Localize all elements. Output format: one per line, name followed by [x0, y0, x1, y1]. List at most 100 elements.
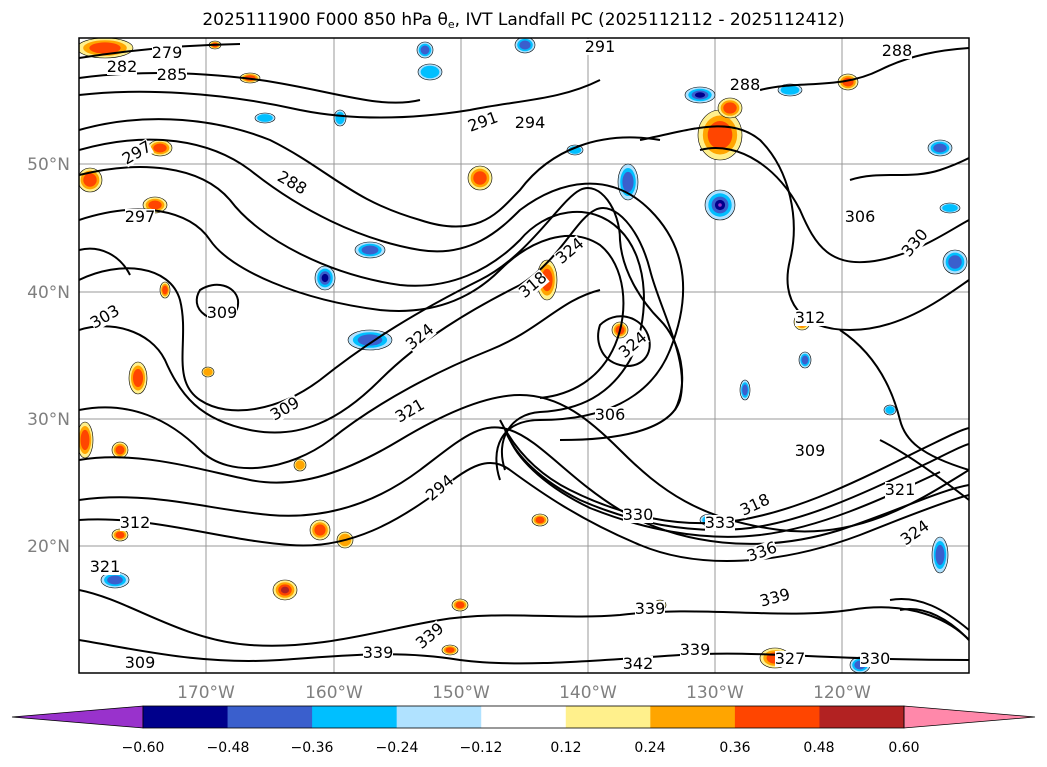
- contour-label-background: [885, 482, 915, 498]
- map-frame: [78, 37, 970, 674]
- lon-tick: 120°W: [813, 683, 871, 703]
- contour-label-background: [88, 302, 122, 332]
- positive-pc-shading: [295, 460, 305, 470]
- contour-label-background: [413, 620, 447, 652]
- contour-label: 306: [845, 207, 876, 226]
- negative-pc-shading: [357, 334, 383, 346]
- positive-pc-shading: [203, 368, 213, 376]
- contour-label-background: [680, 642, 710, 658]
- contour-label-background: [515, 115, 545, 131]
- negative-pc-shading: [694, 92, 706, 98]
- negative-pc-shading: [801, 355, 809, 365]
- title-subscript: e: [447, 18, 455, 31]
- contour-label: 285: [157, 65, 188, 84]
- contour-label-background: [90, 559, 120, 575]
- lon-tick: 160°W: [305, 683, 363, 703]
- positive-pc-shading: [280, 586, 290, 594]
- contour-label-background: [393, 396, 427, 426]
- negative-pc-shading: [948, 255, 962, 269]
- lat-axis: 50°N 40°N 30°N 20°N: [27, 155, 70, 557]
- contour-label-background: [268, 394, 302, 424]
- negative-pc-shading: [780, 85, 800, 95]
- colorbar-tick-label: −0.12: [460, 740, 503, 756]
- contour-label-background: [623, 507, 653, 523]
- positive-pc-shading: [723, 102, 737, 114]
- contour-label: 312: [120, 513, 151, 532]
- contour-label-background: [730, 77, 760, 93]
- colorbar-segment: [227, 706, 313, 728]
- contour-label-background: [363, 645, 393, 661]
- contour-label-background: [125, 209, 155, 225]
- positive-pc-shading: [80, 429, 90, 451]
- colorbar-segment: [819, 706, 905, 728]
- negative-pc-shading: [622, 171, 634, 193]
- lat-tick: 20°N: [27, 537, 70, 557]
- contour-label-background: [882, 43, 912, 59]
- contour-label: 339: [680, 640, 711, 659]
- lat-tick: 50°N: [27, 155, 70, 175]
- negative-pc-shading: [420, 45, 430, 55]
- positive-pc-shading: [153, 143, 167, 153]
- contour-label-background: [157, 67, 187, 83]
- colorbar-tick-label: −0.36: [291, 740, 334, 756]
- contour-label: 306: [595, 405, 626, 424]
- contour-label-background: [403, 321, 437, 353]
- negative-pc-shading: [257, 114, 273, 122]
- colorbar: [11, 705, 1036, 729]
- negative-pc-shading: [321, 273, 329, 283]
- contour-label: 321: [885, 480, 916, 499]
- colorbar-tick-label: 0.12: [550, 740, 581, 756]
- contour-label-background: [553, 235, 587, 267]
- colorbar-tick-label: 0.48: [803, 740, 834, 756]
- colorbar-tick-label: 0.24: [634, 740, 665, 756]
- contour-label: 342: [623, 654, 654, 673]
- positive-pc-shading: [115, 445, 125, 455]
- colorbar-segment: [734, 706, 820, 728]
- lon-tick: 170°W: [177, 683, 235, 703]
- negative-pc-shading: [107, 575, 123, 585]
- contour-label: 279: [152, 43, 183, 62]
- contour-label-background: [738, 491, 772, 519]
- colorbar-under-extension: [11, 705, 144, 729]
- negative-pc-shading: [718, 203, 722, 207]
- positive-pc-shading: [445, 647, 455, 653]
- positive-pc-shading: [148, 200, 162, 210]
- negative-pc-shading: [742, 384, 748, 396]
- positive-pc-shading: [89, 42, 121, 54]
- contour-label-background: [120, 138, 154, 168]
- contour-label: 282: [107, 57, 138, 76]
- contour-label: 309: [207, 303, 238, 322]
- colorbar-segment: [650, 706, 736, 728]
- colorbar-tick-label: −0.60: [122, 740, 165, 756]
- colorbar-labels: −0.60 −0.48 −0.36 −0.24 −0.12 0.12 0.24 …: [122, 740, 920, 756]
- negative-pc-shading: [361, 245, 379, 255]
- lat-tick: 30°N: [27, 410, 70, 430]
- map-title: 2025111900 F000 850 hPa θe, IVT Landfall…: [0, 10, 1047, 31]
- lon-tick: 150°W: [432, 683, 490, 703]
- positive-pc-shading: [707, 121, 733, 149]
- contour-label-background: [152, 45, 182, 61]
- colorbar-tick-label: −0.24: [376, 740, 419, 756]
- negative-pc-shading: [335, 111, 345, 125]
- colorbar-over-extension: [903, 705, 1036, 729]
- contour-label: 339: [635, 599, 666, 618]
- positive-pc-shading: [132, 369, 144, 387]
- colorbar-frame: [142, 705, 905, 729]
- positive-pc-shading: [162, 285, 168, 295]
- contour-label-background: [795, 443, 825, 459]
- lon-tick: 130°W: [686, 683, 744, 703]
- negative-pc-shading: [935, 544, 945, 566]
- colorbar-tick-label: −0.48: [207, 740, 250, 756]
- contour-label-background: [125, 655, 155, 671]
- colorbar-tick-label: 0.60: [888, 740, 919, 756]
- negative-pc-shading: [885, 406, 895, 414]
- contour-label-background: [107, 59, 137, 75]
- negative-pc-shading: [420, 65, 440, 79]
- positive-pc-shading: [314, 524, 326, 536]
- colorbar-tick-label: 0.36: [719, 740, 750, 756]
- contour-label-background: [899, 226, 931, 260]
- title-suffix: , IVT Landfall PC (2025112112 - 20251124…: [454, 10, 845, 30]
- contour-label: 294: [515, 113, 546, 132]
- contour-label-background: [466, 109, 500, 135]
